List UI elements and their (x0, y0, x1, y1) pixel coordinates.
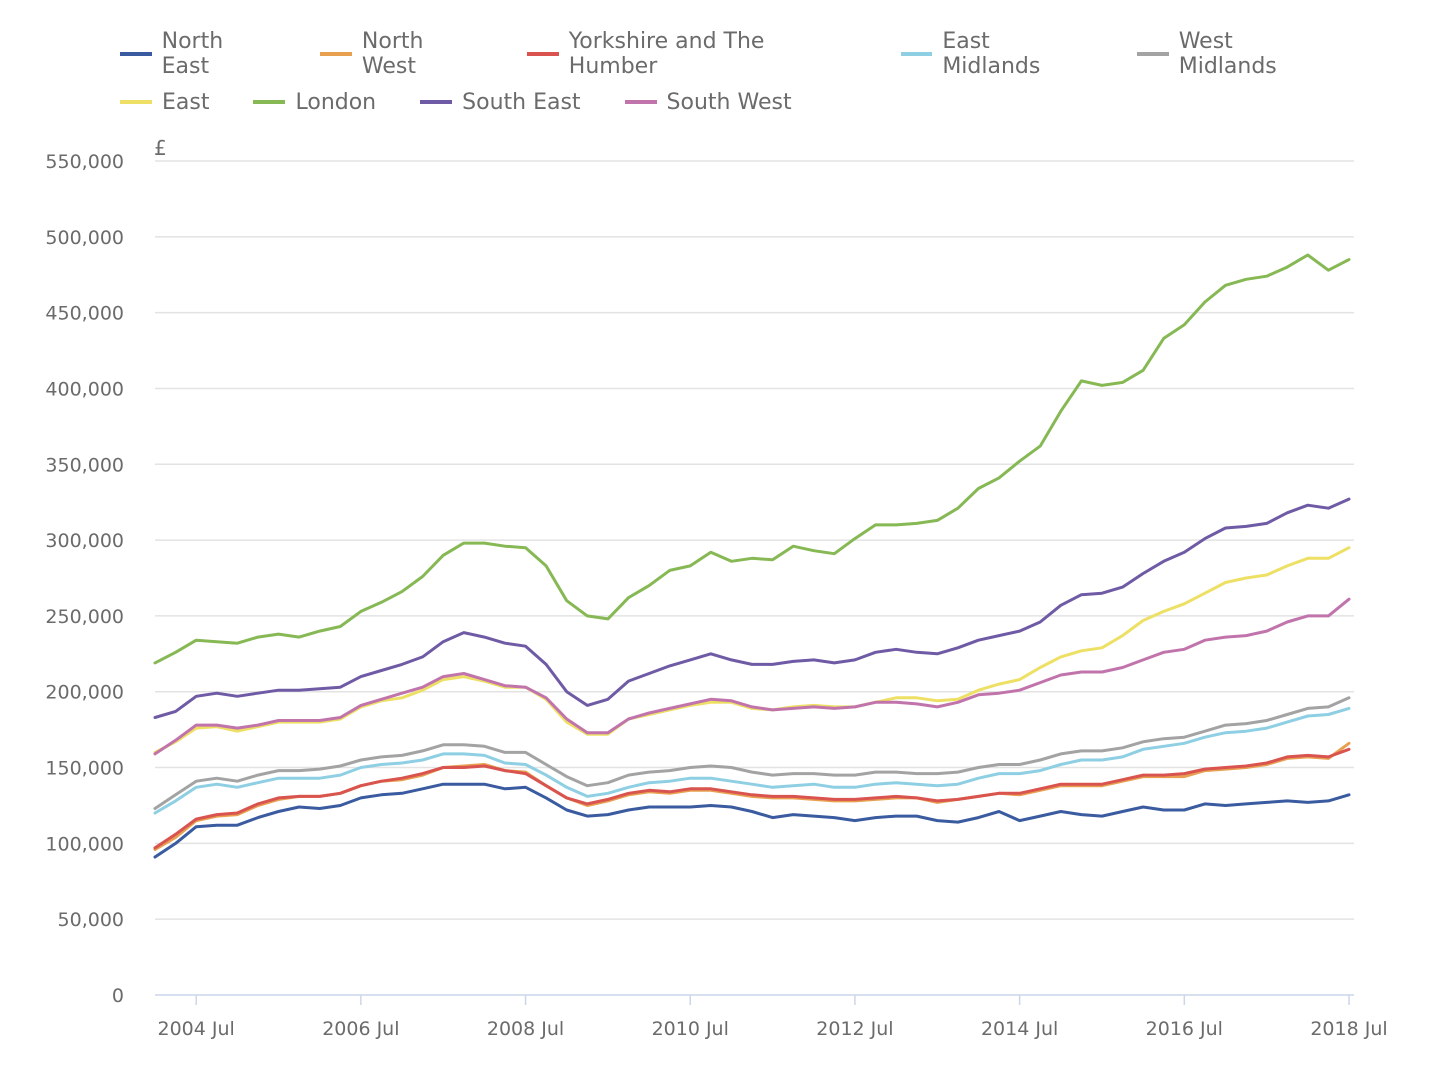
y-tick-label: 100,000 (45, 833, 124, 855)
legend-swatch (420, 100, 453, 104)
legend-label: North East (161, 29, 224, 79)
legend-row-1: North East North West Yorkshire and The … (120, 29, 1380, 79)
legend-label: London (295, 89, 377, 115)
legend-swatch (253, 100, 286, 104)
y-tick-label: 450,000 (45, 303, 124, 325)
x-tick-label: 2006 Jul (322, 1018, 399, 1040)
legend-item-london[interactable]: London (253, 90, 376, 115)
legend-label: North West (361, 29, 424, 79)
y-tick-label: 0 (112, 985, 124, 1007)
series-line-south-west[interactable] (153, 597, 1351, 756)
series-lines (153, 253, 1351, 859)
y-tick-label: 150,000 (45, 758, 124, 780)
x-tick-label: 2008 Jul (487, 1018, 564, 1040)
y-tick-label: 550,000 (45, 151, 124, 173)
legend-item-yorkshire[interactable]: Yorkshire and The Humber (527, 29, 857, 79)
legend-item-north-east[interactable]: North East (120, 29, 276, 79)
legend-swatch (120, 52, 152, 56)
legend-item-east[interactable]: East (120, 90, 209, 115)
x-tick-label: 2010 Jul (652, 1018, 729, 1040)
y-axis-unit-label: £ (154, 136, 167, 160)
legend-item-east-midlands[interactable]: East Midlands (900, 29, 1093, 79)
legend-item-north-west[interactable]: North West (320, 29, 483, 79)
legend-item-south-east[interactable]: South East (420, 89, 581, 115)
legend-item-south-west[interactable]: South West (624, 89, 792, 115)
x-tick-label: 2016 Jul (1146, 1018, 1223, 1040)
gridlines (155, 160, 1354, 920)
chart-legend: North East North West Yorkshire and The … (120, 29, 1380, 126)
series-line-south-east[interactable] (153, 497, 1351, 719)
y-tick-label: 200,000 (45, 682, 124, 704)
legend-label: West Midlands (1178, 29, 1277, 79)
legend-label: South West (666, 89, 792, 115)
y-tick-label: 50,000 (58, 909, 124, 931)
legend-swatch (527, 52, 559, 56)
x-tick-label: 2012 Jul (816, 1018, 893, 1040)
legend-swatch (1137, 52, 1169, 56)
y-tick-label: 300,000 (45, 530, 124, 552)
series-line-east-midlands[interactable] (153, 706, 1351, 815)
legend-swatch (624, 100, 657, 104)
x-tick-label: 2004 Jul (158, 1018, 235, 1040)
legend-label: South East (462, 89, 581, 115)
x-tick-label: 2014 Jul (981, 1018, 1058, 1040)
legend-swatch (320, 52, 352, 56)
legend-row-2: East London South East South West (120, 78, 1380, 126)
legend-item-west-midlands[interactable]: West Midlands (1137, 29, 1336, 79)
series-line-yorkshire-and-the-humber[interactable] (153, 747, 1351, 850)
legend-swatch (900, 52, 933, 56)
y-tick-label: 400,000 (45, 378, 124, 400)
series-line-north-east[interactable] (153, 782, 1351, 859)
legend-label: East Midlands (942, 29, 1041, 79)
y-tick-label: 350,000 (45, 454, 124, 476)
legend-swatch (120, 100, 152, 104)
x-tick-label: 2018 Jul (1310, 1018, 1387, 1040)
y-axis: 0 50,000 100,000 150,000 200,000 250,000 300,0… (45, 151, 124, 1007)
series-line-north-west[interactable] (153, 741, 1351, 851)
legend-label: Yorkshire and The Humber (568, 29, 765, 79)
series-line-london[interactable] (153, 253, 1351, 665)
series-line-west-midlands[interactable] (153, 696, 1351, 810)
legend-label: East (162, 89, 210, 115)
y-tick-label: 500,000 (45, 227, 124, 249)
x-axis: 2004 Jul 2006 Jul 2008 Jul 2010 Jul 2012 Jul… (155, 994, 1388, 1040)
y-tick-label: 250,000 (45, 606, 124, 628)
